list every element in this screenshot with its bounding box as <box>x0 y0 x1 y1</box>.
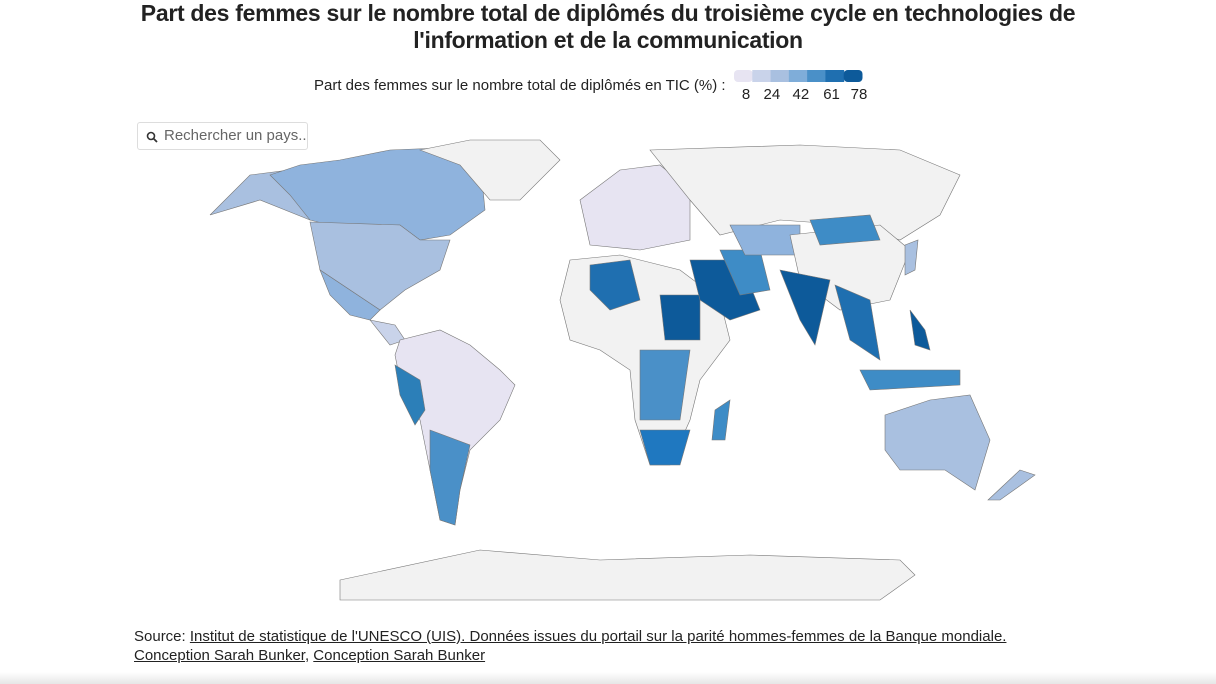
world-map <box>209 139 1036 601</box>
country[interactable] <box>418 139 561 201</box>
country[interactable] <box>394 364 426 426</box>
search-box[interactable]: Rechercher un pays.. <box>137 122 308 150</box>
legend-swatch <box>788 70 808 82</box>
legend-swatch <box>843 70 863 82</box>
country[interactable] <box>649 144 961 241</box>
source: Source: Institut de statistique de l'UNE… <box>134 627 1084 665</box>
country[interactable] <box>269 147 486 241</box>
legend-swatch <box>734 70 753 82</box>
country[interactable] <box>809 214 881 246</box>
country[interactable] <box>339 549 916 601</box>
title: Part des femmes sur le nombre total de d… <box>140 0 1076 53</box>
legend-swatch <box>807 70 826 82</box>
legend-swatch <box>770 70 790 82</box>
country[interactable] <box>987 469 1036 501</box>
legend-swatch <box>825 70 845 82</box>
legend: 8 24 42 61 78 <box>734 70 868 103</box>
bottom-fade <box>0 672 1216 684</box>
legend-tick-label: 78 <box>851 86 868 103</box>
search-icon <box>146 131 158 143</box>
country[interactable] <box>834 284 881 361</box>
legend-tick-label: 8 <box>742 86 750 103</box>
country[interactable] <box>589 259 641 311</box>
source-prefix: Source: <box>134 628 186 645</box>
source-link[interactable]: Conception Sarah Bunker <box>313 647 486 664</box>
search-placeholder: Rechercher un pays.. <box>164 127 307 144</box>
source-link[interactable]: Institut de statistique de l'UNESCO (UIS… <box>134 628 1007 664</box>
legend-label: Part des femmes sur le nombre total de d… <box>314 77 726 94</box>
country[interactable] <box>639 349 691 421</box>
country[interactable] <box>659 294 701 341</box>
legend-tick-label: 42 <box>793 86 810 103</box>
country[interactable] <box>639 429 691 466</box>
country[interactable] <box>884 394 991 491</box>
separator: , <box>304 647 310 664</box>
country[interactable] <box>579 164 691 251</box>
country[interactable] <box>711 399 731 441</box>
country[interactable] <box>429 429 471 526</box>
countries <box>209 139 1036 601</box>
country[interactable] <box>859 369 961 391</box>
country[interactable] <box>779 269 831 346</box>
legend-tick-label: 61 <box>823 86 840 103</box>
legend-swatch <box>752 70 772 82</box>
country[interactable] <box>909 309 931 351</box>
country[interactable] <box>904 239 919 276</box>
legend-tick-label: 24 <box>763 86 780 103</box>
